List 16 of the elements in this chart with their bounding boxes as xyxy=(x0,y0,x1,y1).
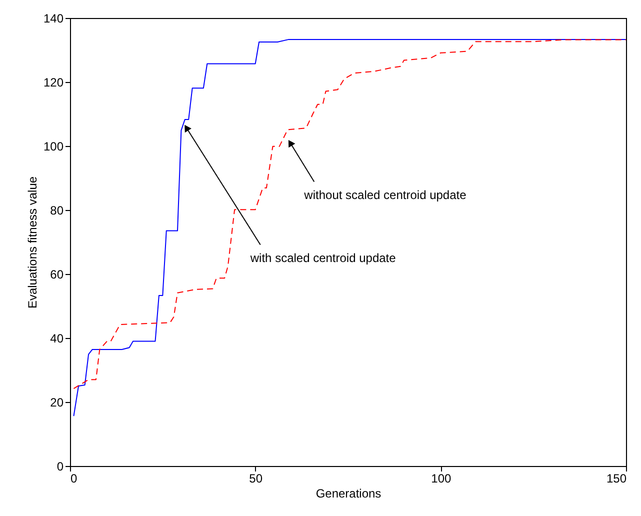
x-tick-label: 0 xyxy=(70,472,78,486)
y-tick-label: 40 xyxy=(50,332,64,346)
x-tick-label: 100 xyxy=(431,472,452,486)
y-axis-title: Evaluations fitness value xyxy=(25,176,40,309)
y-tick-label: 100 xyxy=(43,140,64,154)
x-tick-label: 50 xyxy=(249,472,263,486)
y-tick-label: 0 xyxy=(56,460,64,474)
annotation: without scaled centroid update xyxy=(303,188,467,202)
annotation: with scaled centroid update xyxy=(249,250,396,265)
y-tick-label: 20 xyxy=(50,396,64,410)
y-tick-label: 140 xyxy=(43,12,64,26)
y-tick-label: 60 xyxy=(50,268,64,282)
x-axis-title: Generations xyxy=(316,486,382,500)
x-tick-label: 150 xyxy=(606,472,627,486)
y-tick-label: 80 xyxy=(50,204,64,218)
y-tick-label: 120 xyxy=(43,76,64,90)
